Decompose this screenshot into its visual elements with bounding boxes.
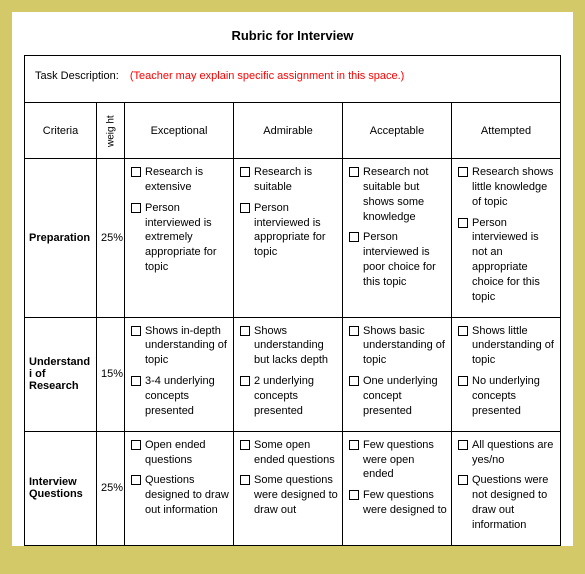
task-hint: (Teacher may explain specific assignment…: [130, 70, 405, 82]
criteria-cell: Preparation: [25, 159, 97, 318]
checklist-item: Shows little understanding of topic: [456, 324, 556, 369]
level-cell: Research shows little knowledge of topic…: [452, 159, 561, 318]
checklist: Research shows little knowledge of topic…: [456, 165, 556, 305]
checklist: Shows understanding but lacks depth 2 und…: [238, 324, 338, 419]
checklist-item: Few questions were designed to: [347, 488, 447, 518]
checklist-item: Few questions were open ended: [347, 438, 447, 483]
checklist: Shows in-depth understanding of topic 3-4…: [129, 324, 229, 419]
checklist: Research not suitable but shows some kno…: [347, 165, 447, 290]
checklist: Shows little understanding of topic No un…: [456, 324, 556, 419]
checklist-item: No underlying concepts presented: [456, 374, 556, 419]
checklist-item: 2 underlying concepts presented: [238, 374, 338, 419]
table-row: Interview Questions25%Open ended questio…: [25, 431, 561, 545]
checklist: Research is extensive Person interviewed …: [129, 165, 229, 275]
criteria-cell: Interview Questions: [25, 431, 97, 545]
checklist-item: Some questions were designed to draw out: [238, 473, 338, 518]
header-level-0: Exceptional: [125, 103, 234, 159]
table-row: Preparation25%Research is extensive Perso…: [25, 159, 561, 318]
checklist: Some open ended questions Some questions …: [238, 438, 338, 518]
checklist: All questions are yes/no Questions were n…: [456, 438, 556, 533]
level-cell: Research is suitable Person interviewed i…: [234, 159, 343, 318]
checklist-item: One underlying concept presented: [347, 374, 447, 419]
checklist-item: Person interviewed is appropriate for to…: [238, 201, 338, 260]
weight-cell: 25%: [97, 159, 125, 318]
header-level-2: Acceptable: [343, 103, 452, 159]
checklist-item: Person interviewed is not an appropriate…: [456, 216, 556, 305]
checklist-item: Open ended questions: [129, 438, 229, 468]
level-cell: Shows in-depth understanding of topic 3-4…: [125, 317, 234, 431]
level-cell: Few questions were open ended Few questio…: [343, 431, 452, 545]
level-cell: Shows little understanding of topic No un…: [452, 317, 561, 431]
header-criteria: Criteria: [25, 103, 97, 159]
header-level-1: Admirable: [234, 103, 343, 159]
checklist-item: Research is extensive: [129, 165, 229, 195]
checklist-item: Person interviewed is poor choice for th…: [347, 230, 447, 289]
header-row: Criteria weig ht Exceptional Admirable A…: [25, 103, 561, 159]
level-cell: All questions are yes/no Questions were n…: [452, 431, 561, 545]
checklist-item: Person interviewed is extremely appropri…: [129, 201, 229, 275]
criteria-cell: Understandi of Research: [25, 317, 97, 431]
task-label: Task Description:: [35, 70, 119, 82]
checklist: Shows basic understanding of topic One un…: [347, 324, 447, 419]
level-cell: Shows understanding but lacks depth 2 und…: [234, 317, 343, 431]
table-row: Understandi of Research15%Shows in-depth…: [25, 317, 561, 431]
level-cell: Open ended questions Questions designed t…: [125, 431, 234, 545]
checklist-item: Shows understanding but lacks depth: [238, 324, 338, 369]
level-cell: Some open ended questions Some questions …: [234, 431, 343, 545]
rubric-page: Rubric for Interview Task Description: (…: [12, 12, 573, 546]
checklist-item: Research shows little knowledge of topic: [456, 165, 556, 210]
checklist-item: Some open ended questions: [238, 438, 338, 468]
task-description-row: Task Description: (Teacher may explain s…: [24, 55, 561, 102]
level-cell: Research is extensive Person interviewed …: [125, 159, 234, 318]
checklist-item: Research is suitable: [238, 165, 338, 195]
checklist-item: Shows in-depth understanding of topic: [129, 324, 229, 369]
level-cell: Research not suitable but shows some kno…: [343, 159, 452, 318]
checklist-item: 3-4 underlying concepts presented: [129, 374, 229, 419]
checklist-item: Research not suitable but shows some kno…: [347, 165, 447, 224]
checklist: Research is suitable Person interviewed i…: [238, 165, 338, 260]
weight-cell: 15%: [97, 317, 125, 431]
header-weight: weig ht: [97, 103, 125, 159]
checklist: Few questions were open ended Few questio…: [347, 438, 447, 518]
rubric-body: Preparation25%Research is extensivePerso…: [25, 159, 561, 546]
page-title: Rubric for Interview: [24, 28, 561, 43]
rubric-table: Criteria weig ht Exceptional Admirable A…: [24, 102, 561, 546]
checklist-item: Questions were not designed to draw out …: [456, 473, 556, 532]
header-level-3: Attempted: [452, 103, 561, 159]
weight-cell: 25%: [97, 431, 125, 545]
checklist-item: Shows basic understanding of topic: [347, 324, 447, 369]
level-cell: Shows basic understanding of topic One un…: [343, 317, 452, 431]
checklist-item: Questions designed to draw out informati…: [129, 473, 229, 518]
checklist: Open ended questions Questions designed t…: [129, 438, 229, 518]
checklist-item: All questions are yes/no: [456, 438, 556, 468]
